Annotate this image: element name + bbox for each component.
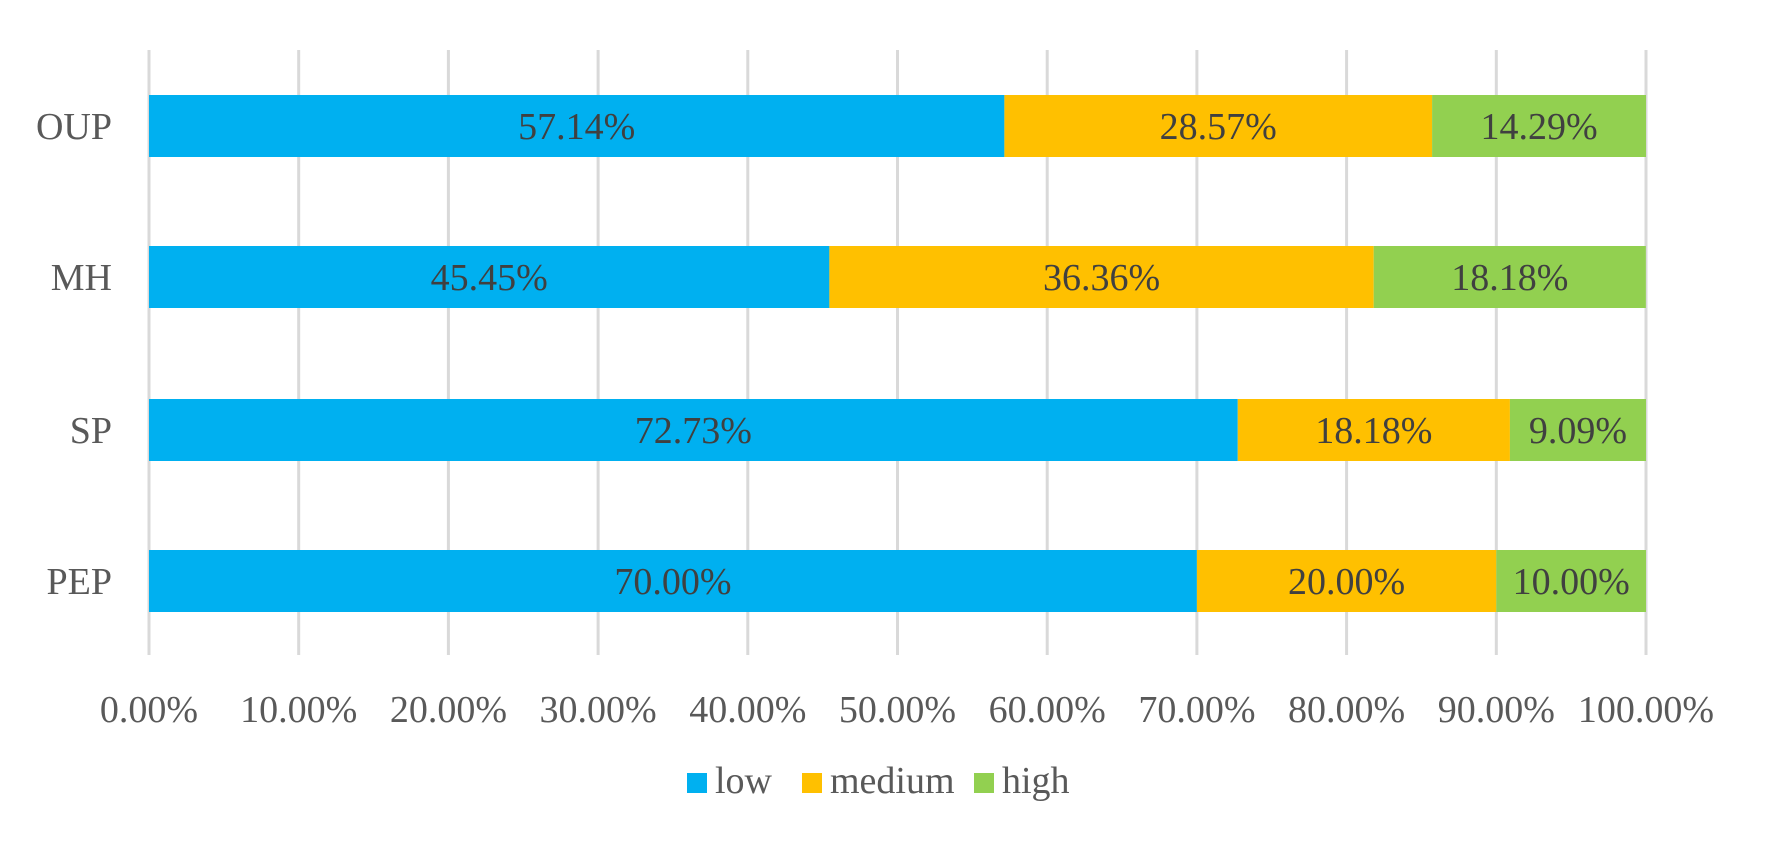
data-label-high-sp: 9.09% bbox=[1529, 410, 1627, 452]
category-label-sp: SP bbox=[70, 410, 112, 452]
x-tick-label: 10.00% bbox=[240, 689, 357, 731]
bar-medium-sp bbox=[1237, 399, 1510, 461]
bar-medium-oup bbox=[1004, 95, 1433, 157]
x-tick-label: 80.00% bbox=[1288, 689, 1405, 731]
x-tick-label: 70.00% bbox=[1138, 689, 1255, 731]
data-label-low-oup: 57.14% bbox=[518, 106, 635, 148]
legend-label-low: low bbox=[715, 760, 773, 802]
x-tick-label: 90.00% bbox=[1438, 689, 1555, 731]
data-label-high-oup: 14.29% bbox=[1480, 106, 1597, 148]
x-tick-label: 0.00% bbox=[100, 689, 198, 731]
category-label-oup: OUP bbox=[36, 106, 112, 148]
bar-medium-mh bbox=[829, 246, 1374, 308]
legend-swatch-low bbox=[687, 773, 707, 793]
data-label-high-mh: 18.18% bbox=[1451, 257, 1568, 299]
data-label-low-pep: 70.00% bbox=[614, 561, 731, 603]
x-tick-label: 50.00% bbox=[839, 689, 956, 731]
bars: 57.14% 28.57% 14.29% 45.45% 36.36% 18.18% 72.7… bbox=[149, 95, 1646, 612]
legend-label-high: high bbox=[1002, 760, 1070, 802]
category-labels: OUP MH SP PEP bbox=[36, 106, 112, 603]
bar-low-oup bbox=[149, 95, 1005, 157]
bar-high-mh bbox=[1373, 246, 1646, 308]
x-tick-labels: 0.00% 10.00% 20.00% 30.00% 40.00% 50.00% 60.00… bbox=[100, 689, 1714, 731]
data-label-medium-oup: 28.57% bbox=[1160, 106, 1277, 148]
bar-low-pep bbox=[149, 550, 1197, 612]
bar-high-pep bbox=[1496, 550, 1646, 612]
legend: low medium high bbox=[687, 760, 1070, 802]
bar-high-sp bbox=[1509, 399, 1646, 461]
x-tick-label: 100.00% bbox=[1578, 689, 1714, 731]
data-label-medium-pep: 20.00% bbox=[1288, 561, 1405, 603]
category-label-pep: PEP bbox=[47, 561, 112, 603]
legend-swatch-high bbox=[974, 773, 994, 793]
data-label-medium-mh: 36.36% bbox=[1043, 257, 1160, 299]
bar-medium-pep bbox=[1196, 550, 1497, 612]
bar-low-sp bbox=[149, 399, 1238, 461]
legend-label-medium: medium bbox=[830, 760, 955, 802]
category-label-mh: MH bbox=[51, 257, 112, 299]
data-label-low-sp: 72.73% bbox=[635, 410, 752, 452]
x-tick-label: 40.00% bbox=[689, 689, 806, 731]
data-label-medium-sp: 18.18% bbox=[1315, 410, 1432, 452]
data-label-low-mh: 45.45% bbox=[431, 257, 548, 299]
x-tick-label: 30.00% bbox=[540, 689, 657, 731]
data-label-high-pep: 10.00% bbox=[1513, 561, 1630, 603]
bar-high-oup bbox=[1432, 95, 1646, 157]
legend-swatch-medium bbox=[802, 773, 822, 793]
bar-low-mh bbox=[149, 246, 830, 308]
x-tick-label: 20.00% bbox=[390, 689, 507, 731]
x-tick-label: 60.00% bbox=[989, 689, 1106, 731]
